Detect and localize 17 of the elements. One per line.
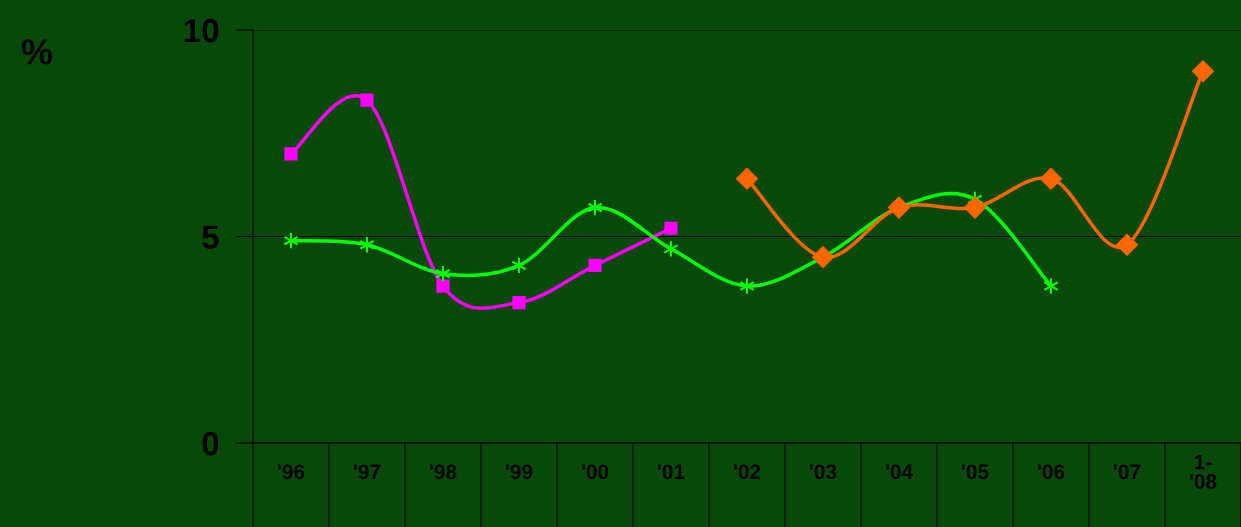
x-tick-label: 1- '08: [1190, 454, 1217, 489]
y-axis-title: %: [21, 39, 53, 65]
y-tick-label: 0: [202, 431, 219, 456]
x-tick-label: '96: [278, 464, 305, 480]
x-tick-label: '99: [506, 464, 533, 480]
x-tick-label: '05: [962, 464, 989, 480]
x-tick-label: '97: [354, 464, 381, 480]
x-tick-label: '06: [1038, 464, 1065, 480]
x-tick-label: '00: [582, 464, 609, 480]
x-tick-label: '02: [734, 464, 761, 480]
y-tick-label: 10: [184, 18, 219, 43]
x-tick-label: '04: [886, 464, 913, 480]
x-tick-label: '07: [1114, 464, 1141, 480]
x-tick-label: '01: [658, 464, 685, 480]
y-tick-label: 5: [202, 225, 219, 249]
x-tick-label: '98: [430, 464, 457, 480]
x-tick-label: '03: [810, 464, 837, 480]
